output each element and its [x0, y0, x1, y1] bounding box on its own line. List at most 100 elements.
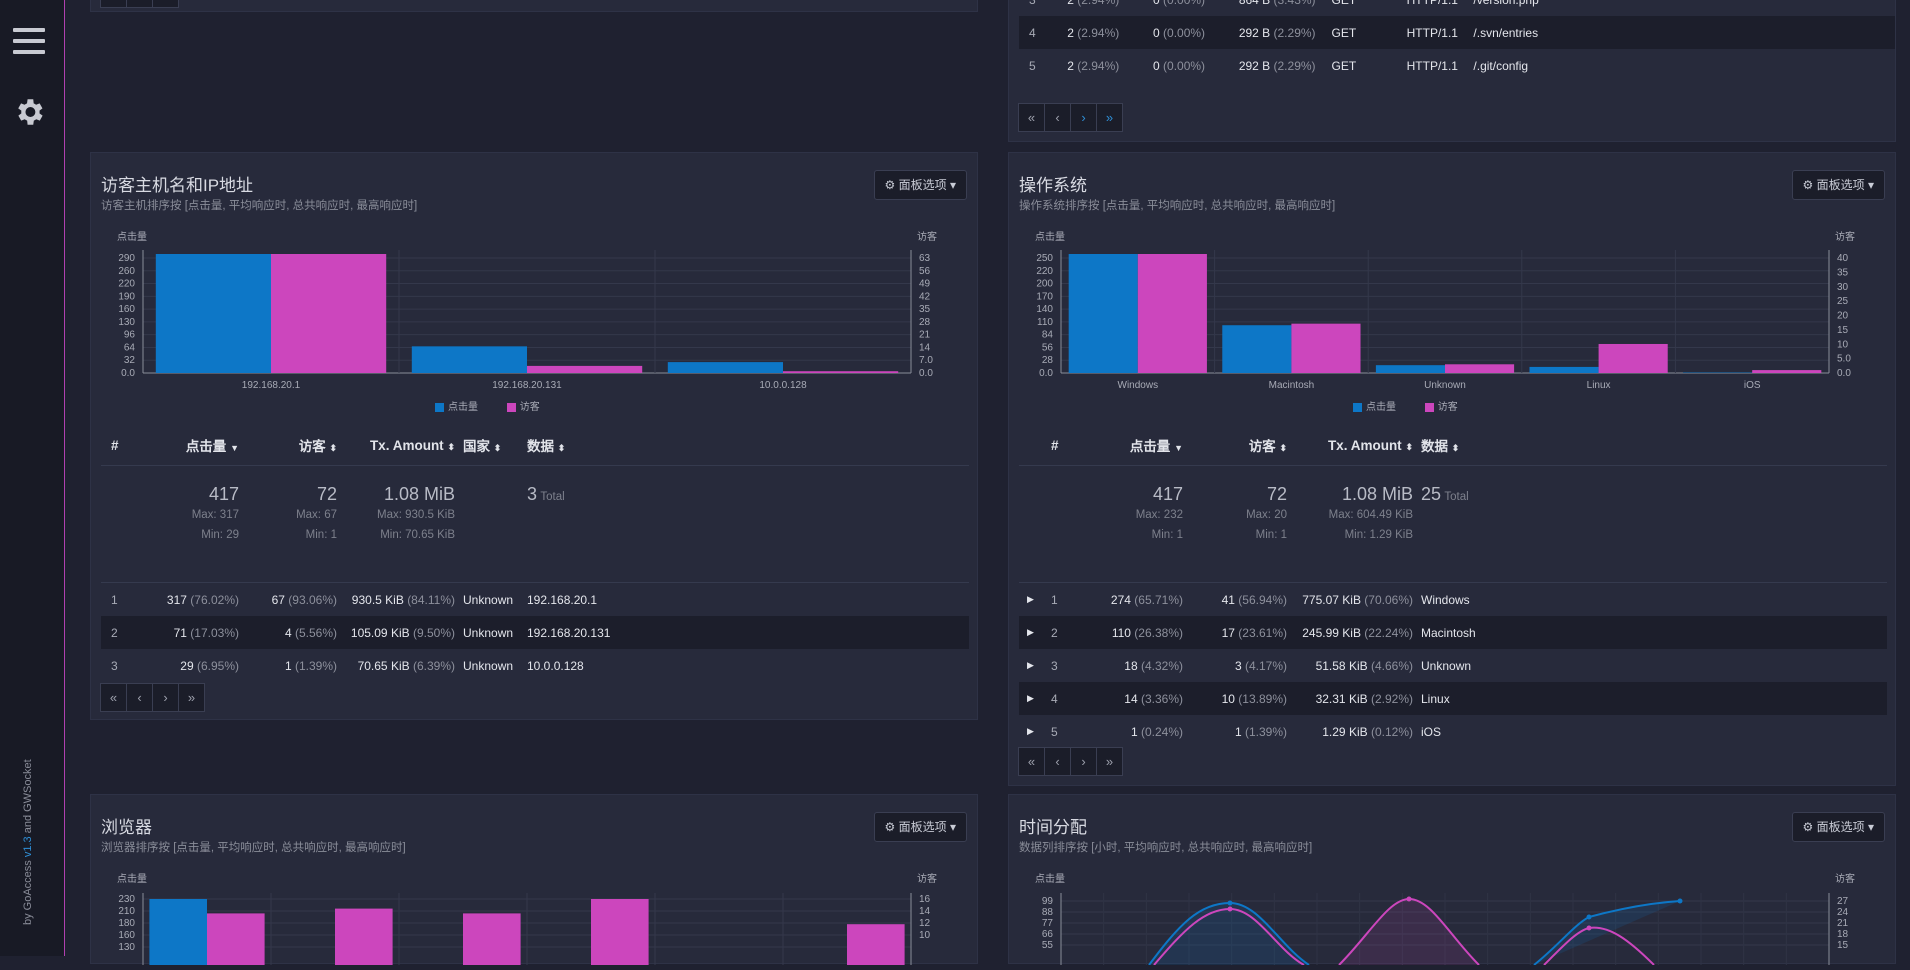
row-visitors: 10 (13.89%)	[1191, 682, 1295, 715]
expand-caret-icon[interactable]: ▶	[1019, 616, 1051, 649]
bar-visitors	[1599, 344, 1668, 373]
summary-data-total: Total	[540, 491, 564, 503]
pager-next-button[interactable]: ›	[152, 683, 179, 712]
pager-next-button[interactable]: ›	[1070, 103, 1097, 132]
panel-options-button[interactable]: ⚙ 面板选项 ▾	[874, 170, 967, 200]
row-tx: 930.5 KiB (84.11%)	[345, 583, 463, 617]
table-row[interactable]: 32 (2.94%)0 (0.00%)864 B (3.43%)GETHTTP/…	[1019, 0, 1895, 16]
col-hits[interactable]: 点击量 ▼	[1083, 425, 1191, 466]
pager-last-button[interactable]: »	[1096, 103, 1123, 132]
y-tick-right: 5.0	[1837, 354, 1851, 365]
col-data[interactable]: 数据 ⬍	[527, 425, 969, 466]
y-tick-left: 140	[1036, 304, 1053, 315]
summary-visitors: 72	[1191, 484, 1287, 505]
pager-prev-button[interactable]: ‹	[1044, 103, 1071, 132]
row-tx: 775.07 KiB (70.06%)	[1295, 583, 1421, 617]
row-tx: 105.09 KiB (9.50%)	[345, 616, 463, 649]
col-tx[interactable]: Tx. Amount ⬍	[345, 425, 463, 466]
sidebar: by GoAccess v1.3 and GWSocket	[0, 0, 65, 956]
expand-caret-icon[interactable]: ▶	[1019, 682, 1051, 715]
x-tick-label: Windows	[1118, 380, 1159, 391]
col-visitors[interactable]: 访客 ⬍	[1191, 425, 1295, 466]
version-link[interactable]: v1.3	[22, 836, 34, 857]
pager-last-button[interactable]: »	[178, 683, 205, 712]
pager-first-button[interactable]: «	[100, 683, 127, 712]
expand-caret-icon[interactable]: ▶	[1019, 715, 1051, 748]
row-tx: 51.58 KiB (4.66%)	[1295, 649, 1421, 682]
y-right-label: 访客	[1835, 872, 1855, 885]
panel-options-button[interactable]: ⚙ 面板选项 ▾	[1792, 812, 1885, 842]
y-tick-right: 49	[919, 279, 931, 290]
panel-subtitle: 浏览器排序按 [点击量, 平均响应时, 总共响应时, 最高响应时]	[101, 839, 406, 855]
col-data[interactable]: 数据 ⬍	[1421, 425, 1887, 466]
x-tick-label: 192.168.20.1	[242, 380, 301, 391]
pager-next-button[interactable]: ›	[1070, 747, 1097, 776]
y-tick-left: 160	[118, 930, 135, 941]
legend-hits: 点击量	[1366, 402, 1396, 413]
expand-caret-icon[interactable]: ▶	[1019, 649, 1051, 682]
bar-hits	[1376, 365, 1445, 373]
summary-tx: 1.08 MiB	[1295, 484, 1413, 505]
y-tick-left: 28	[1042, 355, 1054, 366]
pager-first-button[interactable]: «	[100, 0, 127, 8]
legend-visitors: 访客	[520, 402, 540, 413]
y-tick-right: 35	[1837, 267, 1849, 278]
row-tx: 32.31 KiB (2.92%)	[1295, 682, 1421, 715]
y-tick-left: 96	[124, 330, 136, 341]
legend-swatch-hits	[435, 403, 444, 412]
bar-hits	[1529, 367, 1598, 373]
y-tick-right: 30	[1837, 282, 1849, 293]
pager-prev-button[interactable]: ‹	[126, 0, 153, 8]
y-tick-right: 10	[1837, 339, 1849, 350]
row-visitors: 3 (4.17%)	[1191, 649, 1295, 682]
row-data: Unknown	[1421, 649, 1887, 682]
col-visitors[interactable]: 访客 ⬍	[247, 425, 345, 466]
summary-tx-min: Min: 70.65 KiB	[345, 525, 455, 545]
chart-legend: 点击量 访客	[1353, 398, 1484, 413]
row-tx: 292 B (2.29%)	[1239, 49, 1332, 82]
pager-prev-button[interactable]: ‹	[1044, 747, 1071, 776]
y-tick-right: 12	[919, 918, 931, 929]
panel-options-button[interactable]: ⚙ 面板选项 ▾	[1792, 170, 1885, 200]
row-tx: 292 B (2.29%)	[1239, 16, 1332, 49]
panel-options-button[interactable]: ⚙ 面板选项 ▾	[874, 812, 967, 842]
y-tick-right: 16	[919, 894, 931, 905]
bar-visitors	[1291, 324, 1360, 373]
y-tick-right: 21	[1837, 918, 1849, 929]
y-tick-left: 170	[1036, 291, 1053, 302]
row-number: 5	[1051, 715, 1083, 748]
credit-and: and GWSocket	[22, 759, 34, 836]
x-tick-label: iOS	[1744, 380, 1761, 391]
panel-title: 浏览器	[101, 813, 152, 838]
row-hits: 18 (4.32%)	[1083, 649, 1191, 682]
y-tick-left: 88	[1042, 907, 1054, 918]
row-number: 3	[1019, 0, 1067, 16]
y-tick-left: 0.0	[1039, 368, 1053, 379]
pager-prev-button[interactable]: ‹	[126, 683, 153, 712]
pager-first-button[interactable]: «	[1018, 747, 1045, 776]
y-tick-left: 180	[118, 918, 135, 929]
summary-visitors-min: Min: 1	[1191, 525, 1287, 545]
col-hits[interactable]: 点击量 ▼	[153, 425, 247, 466]
expand-caret-icon[interactable]: ▶	[1019, 583, 1051, 617]
bar-visitors	[335, 909, 393, 965]
row-hits: 29 (6.95%)	[153, 649, 247, 682]
pager-next-button[interactable]: ›	[152, 0, 179, 8]
gear-icon[interactable]	[12, 95, 46, 129]
menu-icon[interactable]	[13, 28, 45, 56]
col-tx[interactable]: Tx. Amount ⬍	[1295, 425, 1421, 466]
pager-last-button[interactable]: »	[1096, 747, 1123, 776]
panel-title: 操作系统	[1019, 171, 1087, 196]
pager-first-button[interactable]: «	[1018, 103, 1045, 132]
col-country[interactable]: 国家 ⬍	[463, 425, 527, 466]
